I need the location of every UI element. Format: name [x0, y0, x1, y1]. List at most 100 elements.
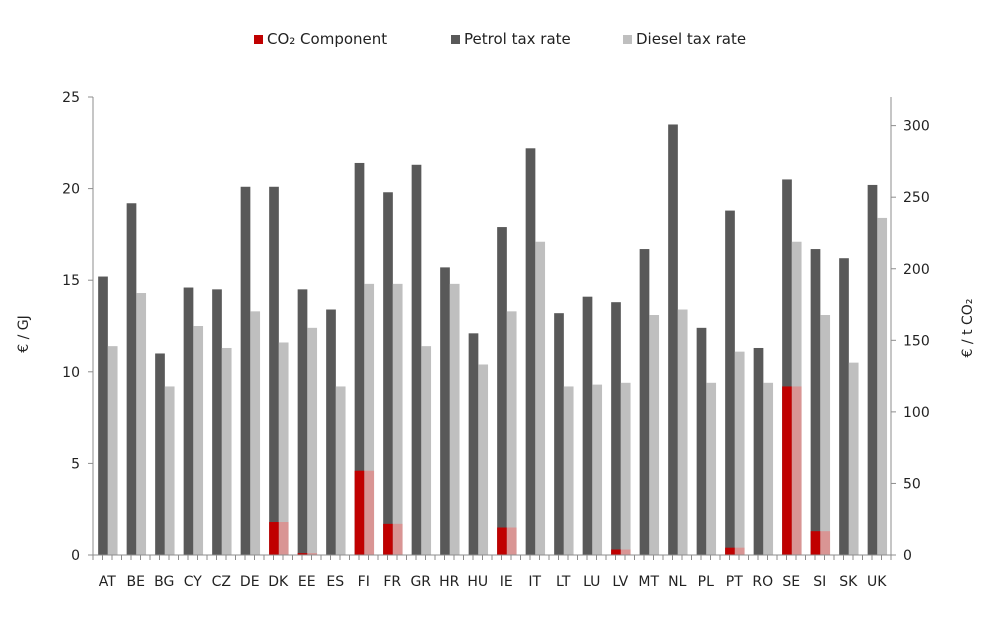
co2-bar-diesel	[506, 527, 517, 555]
x-tick-label: FR	[383, 574, 401, 590]
diesel-bar	[506, 311, 517, 555]
petrol-bar	[326, 309, 336, 555]
petrol-bar	[782, 179, 792, 555]
diesel-bar	[734, 351, 745, 555]
petrol-bar	[525, 148, 536, 555]
diesel-bar	[221, 347, 232, 555]
diesel-bar	[107, 346, 118, 555]
diesel-bar	[706, 382, 717, 555]
y-tick-label-right: 300	[903, 119, 930, 135]
x-tick-label: EE	[298, 574, 316, 590]
x-tick-label: LU	[583, 574, 600, 590]
y-tick-label-left: 20	[62, 182, 80, 198]
diesel-bar	[563, 386, 574, 555]
co2-bar-diesel	[364, 470, 375, 555]
x-tick-label: SE	[782, 574, 800, 590]
co2-bar-petrol	[269, 522, 279, 555]
petrol-bar	[240, 186, 251, 555]
co2-bar-diesel	[620, 549, 631, 555]
co2-bar-petrol	[782, 386, 792, 555]
co2-bar-diesel	[791, 386, 802, 555]
x-tick-label: FI	[358, 574, 370, 590]
petrol-bar	[668, 124, 678, 555]
diesel-bar	[877, 217, 888, 556]
y-tick-label-right: 250	[903, 190, 930, 206]
petrol-bar	[155, 353, 165, 555]
diesel-bar	[763, 382, 774, 555]
x-tick-label: HR	[439, 574, 460, 590]
co2-bar-diesel	[820, 531, 831, 555]
x-tick-label: LT	[556, 574, 571, 590]
diesel-bar	[478, 364, 489, 555]
legend-label-petrol: Petrol tax rate	[464, 30, 571, 48]
x-tick-label: PL	[698, 574, 714, 590]
petrol-bar	[639, 249, 650, 555]
diesel-bar	[535, 241, 546, 555]
diesel-bar	[848, 362, 859, 555]
co2-bar-diesel	[307, 553, 318, 555]
co2-bar-petrol	[725, 547, 735, 555]
x-tick-label: SI	[813, 574, 826, 590]
diesel-bar	[392, 283, 403, 555]
diesel-bar	[364, 283, 375, 555]
diesel-bar	[421, 346, 432, 555]
y-tick-label-right: 50	[903, 476, 921, 492]
x-tick-label: DE	[240, 574, 260, 590]
legend-swatch-co2	[254, 34, 263, 44]
legend-item-diesel: Diesel tax rate	[623, 30, 746, 48]
x-tick-label: DK	[268, 574, 289, 590]
diesel-bar	[278, 342, 289, 555]
x-tick-label: IT	[528, 574, 541, 590]
x-tick-label: CY	[184, 574, 203, 590]
x-tick-label: RO	[752, 574, 773, 590]
petrol-bar	[126, 203, 137, 556]
y-tick-label-left: 10	[62, 365, 80, 381]
diesel-bar	[136, 293, 147, 555]
petrol-bar	[839, 258, 849, 555]
petrol-bar	[98, 276, 108, 555]
legend-item-co2: CO₂ Component	[254, 30, 387, 48]
petrol-bar	[383, 192, 393, 556]
diesel-bar	[164, 386, 175, 555]
chart-legend: CO₂ Component Petrol tax rate Diesel tax…	[0, 30, 999, 52]
petrol-bar	[753, 347, 764, 555]
co2-bar-petrol	[611, 549, 621, 555]
petrol-bar	[212, 289, 222, 555]
diesel-bar	[820, 315, 831, 555]
x-tick-label: NL	[668, 574, 686, 590]
petrol-bar	[696, 327, 707, 555]
x-tick-label: MT	[638, 574, 659, 590]
x-tick-label: LV	[612, 574, 628, 590]
co2-bar-petrol	[810, 531, 821, 555]
co2-bar-petrol	[497, 527, 507, 555]
y-tick-label-right: 200	[903, 262, 930, 278]
petrol-bar	[183, 287, 194, 555]
legend-label-diesel: Diesel tax rate	[636, 30, 747, 48]
diesel-bar	[649, 315, 660, 555]
petrol-bar	[554, 313, 564, 555]
petrol-bar	[582, 296, 593, 555]
diesel-bar	[677, 309, 688, 555]
legend-label-co2: CO₂ Component	[267, 30, 388, 48]
diesel-bar	[449, 283, 460, 555]
x-tick-label: BE	[127, 574, 145, 590]
y-tick-label-right: 100	[903, 405, 930, 421]
diesel-bar	[250, 311, 261, 555]
y-tick-label-left: 0	[71, 548, 80, 564]
legend-swatch-petrol	[451, 34, 460, 44]
petrol-bar	[867, 184, 878, 555]
x-tick-label: SK	[839, 574, 858, 590]
petrol-bar	[810, 249, 821, 555]
petrol-bar	[611, 302, 621, 555]
diesel-bar	[335, 386, 346, 555]
y-tick-label-left: 5	[71, 456, 80, 472]
petrol-bar	[468, 333, 479, 555]
co2-bar-petrol	[383, 523, 393, 555]
x-tick-label: CZ	[212, 574, 231, 590]
diesel-bar	[307, 327, 318, 555]
y-tick-label-right: 0	[903, 548, 912, 564]
x-tick-label: HU	[467, 574, 488, 590]
legend-swatch-diesel	[623, 34, 632, 44]
x-tick-label: AT	[99, 574, 116, 590]
